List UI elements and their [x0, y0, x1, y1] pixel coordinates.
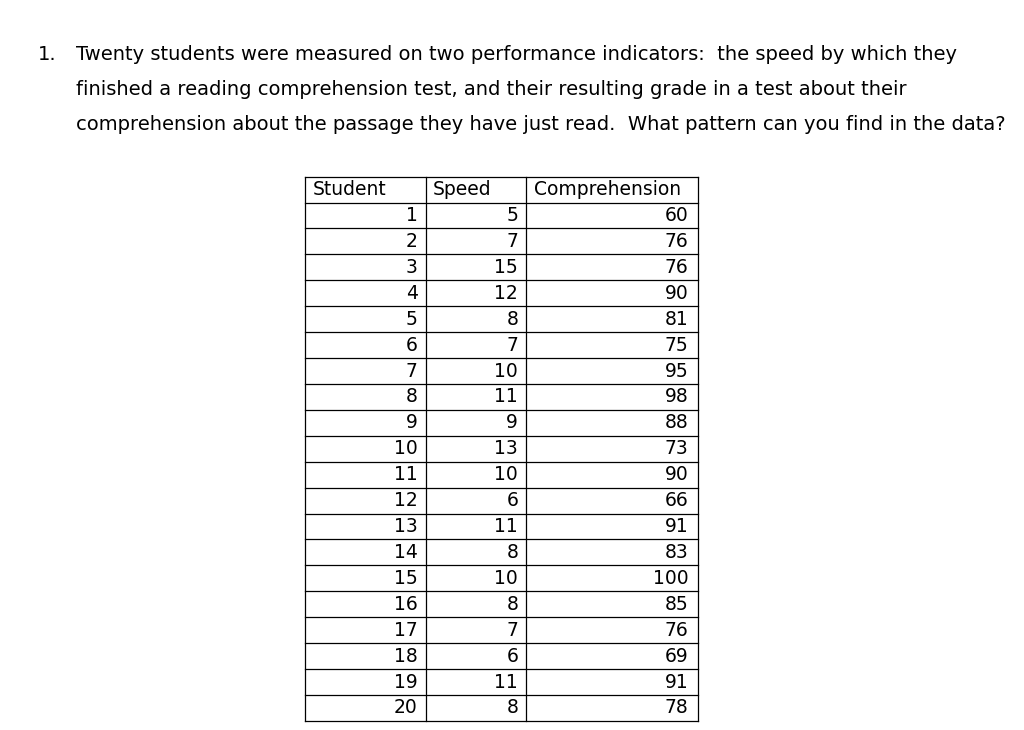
- Text: 76: 76: [665, 232, 688, 251]
- Text: 2: 2: [406, 232, 418, 251]
- Text: 76: 76: [665, 258, 688, 277]
- Text: 7: 7: [406, 361, 418, 380]
- Text: 75: 75: [665, 336, 688, 355]
- Text: 6: 6: [506, 491, 518, 510]
- Text: 83: 83: [665, 543, 688, 562]
- Text: 8: 8: [506, 699, 518, 718]
- Text: 10: 10: [394, 439, 418, 458]
- Text: Speed: Speed: [433, 180, 492, 199]
- Text: 8: 8: [506, 595, 518, 614]
- Text: Twenty students were measured on two performance indicators:  the speed by which: Twenty students were measured on two per…: [76, 45, 956, 64]
- Text: comprehension about the passage they have just read.  What pattern can you find : comprehension about the passage they hav…: [76, 115, 1006, 134]
- Text: 13: 13: [394, 517, 418, 536]
- Text: 8: 8: [406, 388, 418, 407]
- Text: 7: 7: [506, 232, 518, 251]
- Text: 88: 88: [665, 413, 688, 432]
- Text: 18: 18: [394, 647, 418, 666]
- Text: 1.: 1.: [38, 45, 56, 64]
- Text: 73: 73: [665, 439, 688, 458]
- Text: 6: 6: [406, 336, 418, 355]
- Text: 12: 12: [394, 491, 418, 510]
- Text: 5: 5: [506, 206, 518, 225]
- Text: 9: 9: [506, 413, 518, 432]
- Text: 16: 16: [394, 595, 418, 614]
- Text: 76: 76: [665, 620, 688, 639]
- Text: 10: 10: [495, 361, 518, 380]
- Text: 81: 81: [665, 310, 688, 328]
- Text: 8: 8: [506, 543, 518, 562]
- Text: 7: 7: [506, 620, 518, 639]
- Text: 91: 91: [665, 517, 688, 536]
- Text: 85: 85: [665, 595, 688, 614]
- Text: 11: 11: [495, 388, 518, 407]
- Text: 9: 9: [406, 413, 418, 432]
- Text: 11: 11: [394, 465, 418, 484]
- Text: 4: 4: [406, 284, 418, 303]
- Text: 15: 15: [495, 258, 518, 277]
- Text: 69: 69: [665, 647, 688, 666]
- Text: 10: 10: [495, 569, 518, 588]
- Text: Comprehension: Comprehension: [534, 180, 681, 199]
- Text: 14: 14: [394, 543, 418, 562]
- Text: 8: 8: [506, 310, 518, 328]
- Text: 60: 60: [665, 206, 688, 225]
- Text: Student: Student: [312, 180, 386, 199]
- Text: 7: 7: [506, 336, 518, 355]
- Text: 13: 13: [495, 439, 518, 458]
- Text: 1: 1: [406, 206, 418, 225]
- Text: 10: 10: [495, 465, 518, 484]
- Text: 15: 15: [394, 569, 418, 588]
- Text: 11: 11: [495, 672, 518, 691]
- Text: 90: 90: [665, 465, 688, 484]
- Text: 3: 3: [406, 258, 418, 277]
- Text: 6: 6: [506, 647, 518, 666]
- Text: 17: 17: [394, 620, 418, 639]
- Text: 11: 11: [495, 517, 518, 536]
- Text: 5: 5: [406, 310, 418, 328]
- Text: 20: 20: [394, 699, 418, 718]
- Text: 95: 95: [665, 361, 688, 380]
- Text: 78: 78: [665, 699, 688, 718]
- Text: finished a reading comprehension test, and their resulting grade in a test about: finished a reading comprehension test, a…: [76, 80, 906, 99]
- Text: 98: 98: [665, 388, 688, 407]
- Text: 91: 91: [665, 672, 688, 691]
- Text: 12: 12: [495, 284, 518, 303]
- Text: 100: 100: [652, 569, 688, 588]
- Text: 19: 19: [394, 672, 418, 691]
- Text: 66: 66: [665, 491, 688, 510]
- Text: 90: 90: [665, 284, 688, 303]
